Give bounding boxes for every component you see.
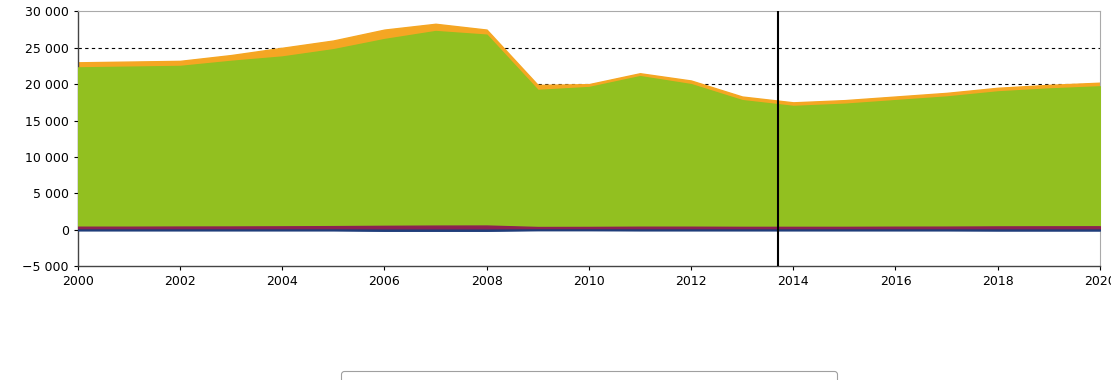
Legend: domácí spotřeba, vývoz, dovoz, domácí produkce: domácí spotřeba, vývoz, dovoz, domácí pr… [341,371,837,380]
